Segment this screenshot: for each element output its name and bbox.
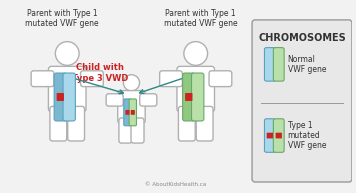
FancyBboxPatch shape	[178, 106, 195, 141]
FancyBboxPatch shape	[124, 99, 131, 126]
Circle shape	[55, 42, 79, 65]
FancyBboxPatch shape	[118, 91, 145, 123]
FancyBboxPatch shape	[68, 106, 84, 141]
Text: Child with
Type 3 VWD: Child with Type 3 VWD	[72, 63, 128, 83]
FancyBboxPatch shape	[131, 118, 144, 143]
FancyBboxPatch shape	[50, 106, 67, 141]
Text: Parent with Type 1
mutated VWF gene: Parent with Type 1 mutated VWF gene	[164, 9, 237, 28]
FancyBboxPatch shape	[31, 71, 54, 87]
Text: © AboutKidsHealth.ca: © AboutKidsHealth.ca	[145, 182, 206, 187]
FancyBboxPatch shape	[80, 71, 103, 87]
FancyBboxPatch shape	[57, 93, 64, 101]
Text: CHROMOSOMES: CHROMOSOMES	[258, 33, 346, 43]
FancyBboxPatch shape	[265, 119, 275, 152]
FancyBboxPatch shape	[125, 110, 130, 115]
FancyBboxPatch shape	[265, 48, 275, 81]
FancyBboxPatch shape	[209, 71, 232, 87]
FancyBboxPatch shape	[177, 66, 215, 112]
FancyBboxPatch shape	[129, 99, 136, 126]
Text: Type 1
mutated
VWF gene: Type 1 mutated VWF gene	[288, 121, 326, 151]
Circle shape	[184, 42, 208, 65]
Text: Parent with Type 1
mutated VWF gene: Parent with Type 1 mutated VWF gene	[26, 9, 99, 28]
FancyBboxPatch shape	[276, 133, 282, 138]
FancyBboxPatch shape	[119, 118, 132, 143]
FancyBboxPatch shape	[131, 110, 135, 115]
FancyBboxPatch shape	[48, 66, 86, 112]
FancyBboxPatch shape	[267, 133, 273, 138]
FancyBboxPatch shape	[63, 73, 75, 121]
FancyBboxPatch shape	[159, 71, 182, 87]
FancyBboxPatch shape	[273, 119, 284, 152]
Text: Normal
VWF gene: Normal VWF gene	[288, 55, 326, 74]
FancyBboxPatch shape	[54, 73, 67, 121]
FancyBboxPatch shape	[252, 20, 352, 182]
Circle shape	[124, 75, 140, 91]
FancyBboxPatch shape	[196, 106, 213, 141]
FancyBboxPatch shape	[192, 73, 204, 121]
FancyBboxPatch shape	[106, 94, 123, 106]
FancyBboxPatch shape	[183, 73, 195, 121]
FancyBboxPatch shape	[140, 94, 157, 106]
FancyBboxPatch shape	[273, 48, 284, 81]
FancyBboxPatch shape	[185, 93, 193, 101]
